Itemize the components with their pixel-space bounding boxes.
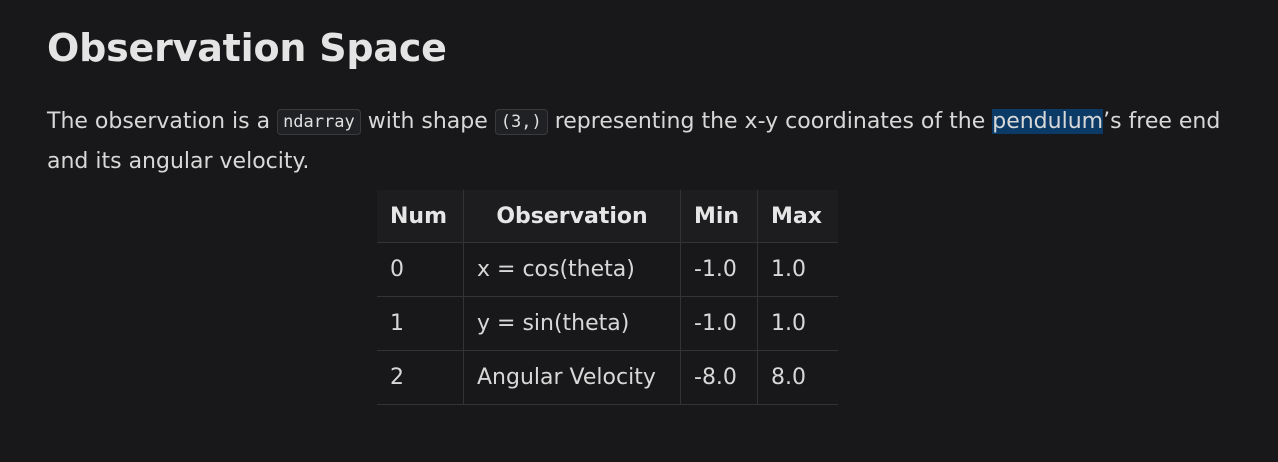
table-cell-observation: y = sin(theta) <box>463 296 681 351</box>
description-text: The observation is a <box>47 109 278 134</box>
table-cell-num: 0 <box>377 242 464 297</box>
table-body: 0 x = cos(theta) -1.0 1.0 1 y = sin(thet… <box>377 242 838 405</box>
inline-code-shape: (3,) <box>494 109 548 135</box>
table-cell-observation: x = cos(theta) <box>463 242 681 297</box>
observation-table: Num Observation Min Max 0 x = cos(theta)… <box>377 190 838 405</box>
table-row: 0 x = cos(theta) -1.0 1.0 <box>377 242 838 297</box>
description-text: ’s free end and its angular velocity. <box>47 109 1221 174</box>
table-cell-min: -8.0 <box>680 350 758 405</box>
inline-code-ndarray: ndarray <box>277 109 361 135</box>
page-title: Observation Space <box>47 26 447 70</box>
column-header-observation: Observation <box>463 190 681 243</box>
table-header: Num Observation Min Max <box>377 190 838 243</box>
table-cell-num: 2 <box>377 350 464 405</box>
column-header-num: Num <box>377 190 464 243</box>
table-cell-observation: Angular Velocity <box>463 350 681 405</box>
column-header-min: Min <box>680 190 758 243</box>
table-cell-num: 1 <box>377 296 464 351</box>
table-cell-max: 8.0 <box>757 350 838 405</box>
table-header-row: Num Observation Min Max <box>377 190 838 243</box>
table-row: 2 Angular Velocity -8.0 8.0 <box>377 350 838 405</box>
description-text: representing the x-y coordinates of the <box>547 109 993 134</box>
selected-text[interactable]: pendulum <box>992 109 1104 134</box>
content-area: Observation Space The observation is a n… <box>47 22 1247 181</box>
column-header-max: Max <box>757 190 838 243</box>
table-cell-min: -1.0 <box>680 242 758 297</box>
table-row: 1 y = sin(theta) -1.0 1.0 <box>377 296 838 351</box>
table-cell-min: -1.0 <box>680 296 758 351</box>
description-paragraph: The observation is a ndarray with shape … <box>47 102 1247 181</box>
description-text: with shape <box>360 109 495 134</box>
table-cell-max: 1.0 <box>757 242 838 297</box>
table-cell-max: 1.0 <box>757 296 838 351</box>
